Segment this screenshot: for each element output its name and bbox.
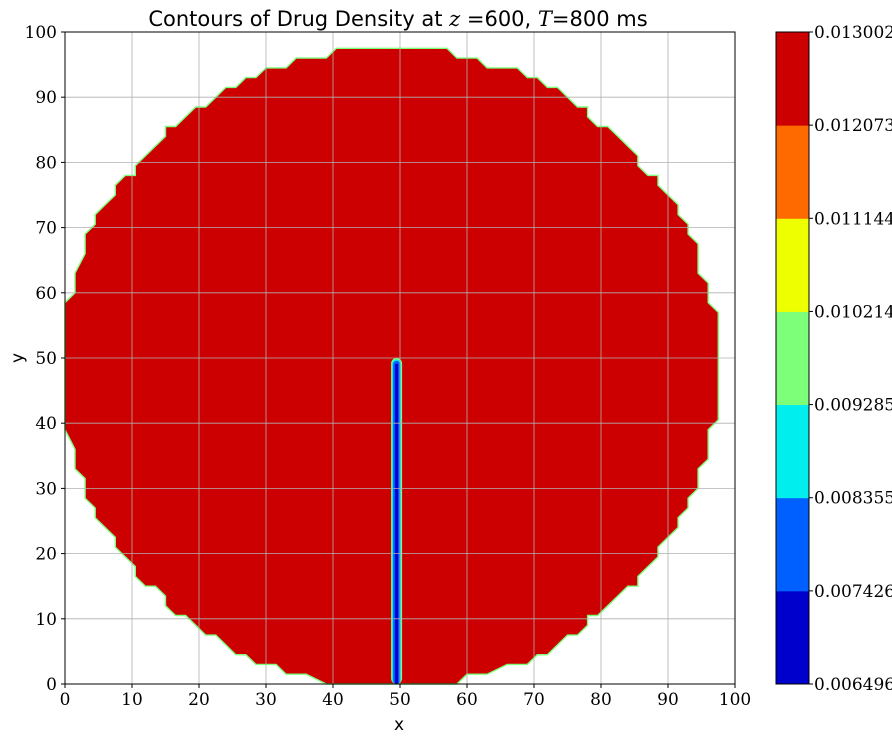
y-tick-label: 80	[35, 153, 57, 173]
y-tick-label: 100	[25, 23, 57, 43]
colorbar-segment	[776, 404, 809, 499]
x-tick-label: 30	[255, 690, 277, 710]
colorbar-segment	[776, 590, 809, 685]
x-tick-label: 100	[719, 690, 751, 710]
y-tick-label: 20	[35, 545, 57, 565]
x-axis-ticks: 0 10 20 30 40 50 60 70 80 90 100	[60, 684, 751, 710]
y-tick-label: 0	[46, 675, 57, 695]
y-axis-label: y	[8, 353, 28, 363]
x-tick-label: 60	[456, 690, 478, 710]
colorbar-tick-label: 0.011144	[814, 209, 892, 229]
colorbar-segment	[776, 497, 809, 592]
colorbar-segment	[776, 32, 809, 126]
x-tick-label: 90	[657, 690, 679, 710]
colorbar-tick-label: 0.009285	[814, 396, 892, 416]
colorbar-tick-label: 0.006496	[814, 675, 892, 695]
colorbar-tick-label: 0.013002	[814, 23, 892, 43]
colorbar-tick-label: 0.008355	[814, 489, 892, 509]
colorbar-segment	[776, 218, 809, 312]
y-tick-label: 70	[35, 219, 57, 239]
colorbar-tick-label: 0.012073	[814, 116, 892, 136]
x-axis-label: x	[394, 715, 404, 735]
colorbar-tick-label: 0.010214	[814, 302, 892, 322]
y-tick-label: 90	[35, 88, 57, 108]
colorbar-frame	[775, 31, 810, 685]
y-axis-ticks: 0 10 20 30 40 50 60 70 80 90 100	[25, 23, 65, 695]
colorbar-segment	[776, 311, 809, 406]
y-tick-label: 50	[35, 349, 57, 369]
colorbar-segment	[776, 125, 809, 219]
x-tick-label: 80	[590, 690, 612, 710]
x-tick-label: 0	[60, 690, 71, 710]
y-tick-label: 10	[35, 610, 57, 630]
colorbar: 0.006496 0.007426 0.008355 0.009285 0.010214…	[775, 23, 892, 695]
x-tick-label: 50	[389, 690, 411, 710]
y-tick-label: 60	[35, 284, 57, 304]
needle-band	[395, 363, 399, 684]
y-tick-label: 30	[35, 479, 57, 499]
x-tick-label: 70	[523, 690, 545, 710]
x-tick-label: 20	[188, 690, 210, 710]
x-tick-label: 40	[322, 690, 344, 710]
x-tick-label: 10	[121, 690, 143, 710]
y-tick-label: 40	[35, 414, 57, 434]
contour-layer	[64, 47, 719, 685]
colorbar-tick-label: 0.007426	[814, 582, 892, 602]
chart-title: Contours of Drug Density at z =600, T=80…	[148, 7, 647, 31]
